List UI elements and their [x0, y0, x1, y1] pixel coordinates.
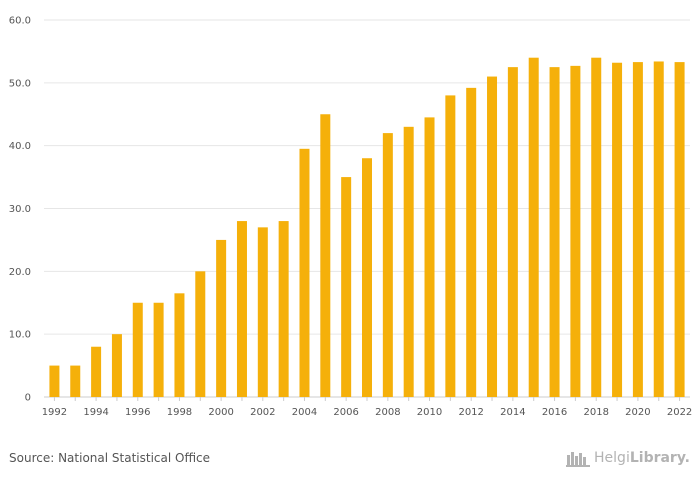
x-tick-label: 1998 [167, 407, 192, 418]
bar-2009 [403, 126, 414, 397]
x-tick-label: 2018 [583, 407, 608, 418]
bar-2013 [487, 76, 498, 398]
y-tick-label: 30.0 [9, 204, 31, 215]
x-tick-label: 1996 [125, 407, 150, 418]
x-tick-label: 2002 [250, 407, 275, 418]
brand-name: HelgiLibrary. [594, 450, 690, 466]
bar-2011 [445, 95, 456, 398]
bar-2007 [362, 158, 372, 397]
x-tick-label: 2006 [333, 407, 358, 418]
x-tick-label: 2016 [542, 407, 567, 418]
bar-2014 [507, 67, 518, 398]
x-tick-label: 2000 [208, 407, 233, 418]
x-tick-label: 2020 [625, 407, 650, 418]
x-tick-label: 2010 [417, 407, 442, 418]
bar-2010 [424, 117, 435, 397]
y-axis-ticks: 0 10.0 20.0 30.0 40.0 50.0 60.0 [9, 16, 31, 404]
bar-2012 [466, 87, 477, 398]
source-note: Source: National Statistical Office [9, 451, 211, 465]
y-tick-label: 50.0 [9, 78, 31, 89]
bar-2019 [612, 62, 623, 397]
x-tick-label: 2022 [667, 407, 692, 418]
bar-1994 [91, 346, 102, 397]
bar-2005 [320, 114, 331, 397]
x-axis-ticks: 1992 1994 1996 1998 2000 2002 2004 2006 2008 2010… [42, 397, 692, 418]
bar-1995 [111, 334, 122, 397]
y-tick-label: 20.0 [9, 267, 31, 278]
bar-2003 [278, 221, 289, 397]
y-tick-label: 40.0 [9, 141, 31, 152]
x-tick-label: 2014 [500, 407, 525, 418]
x-tick-label: 2004 [292, 407, 317, 418]
bar-2018 [591, 57, 602, 397]
bar-chart: 010.020.030.040.050.060.0 1992 1994 1996 19… [9, 16, 693, 419]
x-tick-label: 1994 [83, 407, 108, 418]
bar-1996 [132, 302, 143, 397]
y-tick-label: 60.0 [9, 16, 31, 27]
brand-logo: HelgiLibrary. [566, 449, 690, 467]
y-tick-label: 0 [25, 393, 31, 404]
bars [49, 57, 685, 398]
bar-2016 [549, 67, 560, 398]
bar-2021 [653, 61, 664, 397]
bar-2020 [632, 62, 643, 397]
bar-1993 [70, 365, 81, 397]
bar-2000 [216, 239, 227, 397]
library-icon [566, 452, 591, 467]
bar-2004 [299, 148, 310, 397]
bar-2001 [236, 221, 247, 397]
bar-2006 [341, 177, 352, 397]
bar-1997 [153, 302, 164, 397]
bar-2008 [382, 133, 393, 397]
bar-1992 [49, 365, 60, 397]
bar-1999 [195, 271, 206, 397]
bar-2015 [528, 57, 539, 397]
x-tick-label: 1992 [42, 407, 67, 418]
bar-2017 [570, 65, 581, 398]
x-tick-label: 2008 [375, 407, 400, 418]
y-tick-label: 10.0 [9, 330, 31, 341]
bar-1998 [174, 293, 185, 397]
bar-2022 [674, 62, 685, 397]
x-tick-label: 2012 [458, 407, 483, 418]
bar-2002 [257, 227, 268, 397]
